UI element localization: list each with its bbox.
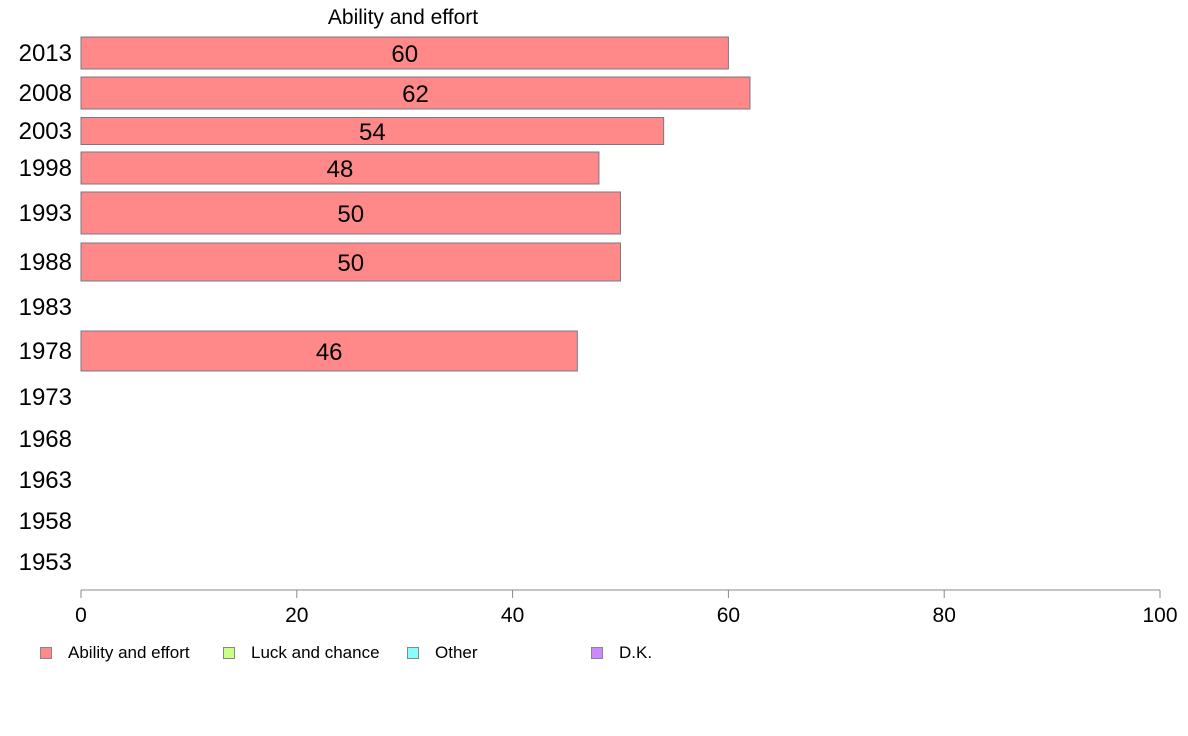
- bar-value-label: 46: [316, 339, 343, 366]
- category-label: 2008: [19, 80, 72, 107]
- x-tick-label: 0: [75, 604, 87, 627]
- legend-swatch-other: [407, 647, 419, 659]
- legend-item-dk: D.K.: [591, 642, 652, 664]
- x-tick-label: 80: [933, 604, 956, 627]
- bar: [80, 76, 751, 110]
- category-label: 2013: [19, 40, 72, 67]
- bar-value-label: 50: [337, 201, 364, 228]
- bar: [80, 117, 665, 145]
- x-tick-label: 40: [501, 604, 524, 627]
- category-label: 1988: [19, 249, 72, 276]
- category-label: 1993: [19, 200, 72, 227]
- category-label: 1978: [19, 338, 72, 365]
- legend-label: Other: [435, 643, 478, 662]
- bar: [80, 330, 578, 372]
- legend-swatch-dk: [591, 647, 603, 659]
- x-tick-label: 60: [717, 604, 740, 627]
- bar-value-label: 54: [359, 119, 386, 146]
- bar-value-label: 48: [327, 156, 354, 183]
- legend-item-luck-and-chance: Luck and chance: [223, 642, 380, 664]
- x-tick-label: 100: [1142, 604, 1177, 627]
- bar-value-label: 50: [337, 250, 364, 277]
- category-label: 1968: [19, 426, 72, 453]
- legend-item-ability-and-effort: Ability and effort: [40, 642, 190, 664]
- x-tick-label: 20: [285, 604, 308, 627]
- category-label: 2003: [19, 118, 72, 145]
- bar: [80, 242, 621, 282]
- legend-swatch-luck-and-chance: [223, 647, 235, 659]
- legend-label: Ability and effort: [68, 643, 190, 662]
- category-label: 1973: [19, 384, 72, 411]
- bar: [80, 151, 600, 185]
- legend-swatch-ability-and-effort: [40, 647, 52, 659]
- legend-label: D.K.: [619, 643, 653, 662]
- legend-item-other: Other: [407, 642, 478, 664]
- legend: Ability and effort Luck and chance Other…: [0, 642, 1188, 666]
- category-label: 1953: [19, 549, 72, 576]
- category-label: 1963: [19, 467, 72, 494]
- category-label: 1998: [19, 155, 72, 182]
- category-label: 1983: [19, 294, 72, 321]
- chart-title: Ability and effort: [327, 6, 479, 29]
- category-label: 1958: [19, 508, 72, 535]
- bar: [80, 191, 621, 235]
- bar-value-label: 62: [402, 81, 429, 108]
- legend-label: Luck and chance: [251, 643, 380, 662]
- bar-value-label: 60: [391, 41, 418, 68]
- bar: [80, 36, 729, 70]
